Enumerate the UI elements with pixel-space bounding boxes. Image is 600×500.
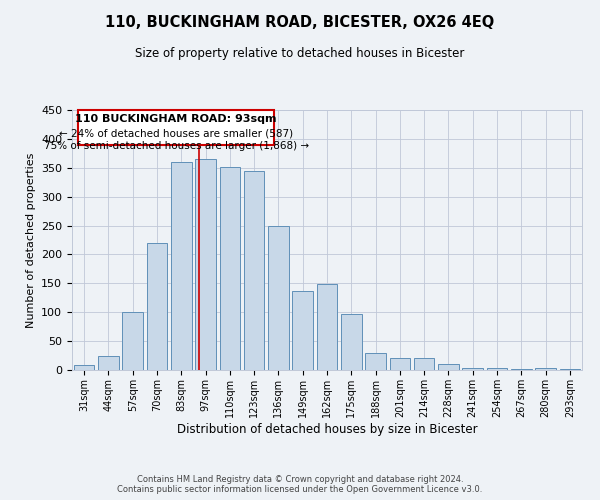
Text: Contains HM Land Registry data © Crown copyright and database right 2024.: Contains HM Land Registry data © Crown c… [137,475,463,484]
Text: Contains public sector information licensed under the Open Government Licence v3: Contains public sector information licen… [118,485,482,494]
Bar [365,352,386,370]
Bar [98,356,119,370]
Text: 75% of semi-detached houses are larger (1,868) →: 75% of semi-detached houses are larger (… [44,141,309,151]
Bar [341,314,362,370]
Text: ← 24% of detached houses are smaller (587): ← 24% of detached houses are smaller (58… [59,129,293,139]
Bar [511,369,532,370]
Bar [244,171,265,370]
Bar [389,358,410,370]
Bar [268,226,289,370]
Bar [535,368,556,370]
Bar [560,369,580,370]
Bar [438,364,459,370]
Bar [414,358,434,370]
Text: 110, BUCKINGHAM ROAD, BICESTER, OX26 4EQ: 110, BUCKINGHAM ROAD, BICESTER, OX26 4EQ [106,15,494,30]
Bar [74,365,94,370]
Bar [122,312,143,370]
Text: 110 BUCKINGHAM ROAD: 93sqm: 110 BUCKINGHAM ROAD: 93sqm [76,114,277,124]
Bar [195,159,216,370]
X-axis label: Distribution of detached houses by size in Bicester: Distribution of detached houses by size … [176,422,478,436]
Bar [292,291,313,370]
Bar [463,368,483,370]
Bar [220,166,240,370]
Text: Size of property relative to detached houses in Bicester: Size of property relative to detached ho… [136,48,464,60]
Bar [317,284,337,370]
Bar [146,243,167,370]
Bar [171,162,191,370]
Y-axis label: Number of detached properties: Number of detached properties [26,152,35,328]
Bar [487,368,508,370]
